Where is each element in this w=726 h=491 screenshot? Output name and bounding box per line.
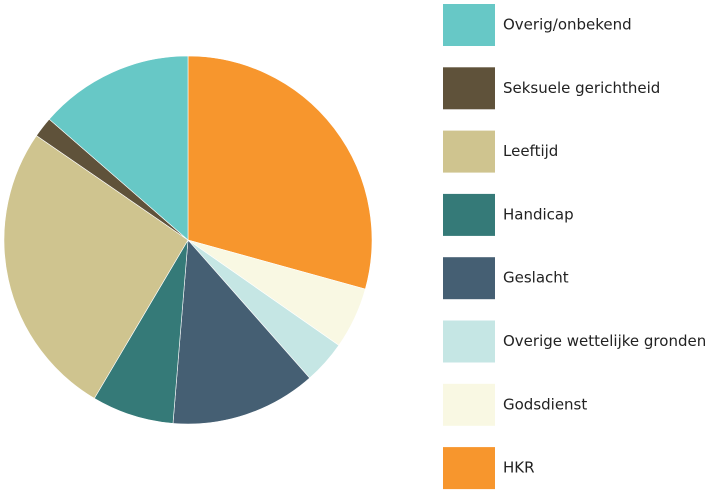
legend-swatch (443, 383, 495, 426)
legend-swatch (443, 193, 495, 236)
legend-swatch (443, 447, 495, 490)
legend-label: Godsdienst (503, 395, 587, 413)
legend-label: Overige wettelijke gronden (503, 332, 706, 350)
legend-swatch (443, 320, 495, 363)
legend-swatch (443, 130, 495, 173)
legend-swatch (443, 257, 495, 300)
legend-label: Leeftijd (503, 142, 558, 160)
legend-label: Geslacht (503, 269, 569, 287)
pie-slice (187, 55, 373, 290)
legend-label: HKR (503, 459, 535, 477)
legend-label: Handicap (503, 205, 574, 223)
legend-swatch (443, 4, 495, 46)
legend-label: Seksuele gerichtheid (503, 79, 660, 97)
legend-label: Overig/onbekend (503, 16, 632, 34)
pie-slice (3, 135, 189, 399)
pie-slice (48, 55, 189, 241)
pie-slice (172, 239, 311, 425)
legend-swatch (443, 67, 495, 110)
